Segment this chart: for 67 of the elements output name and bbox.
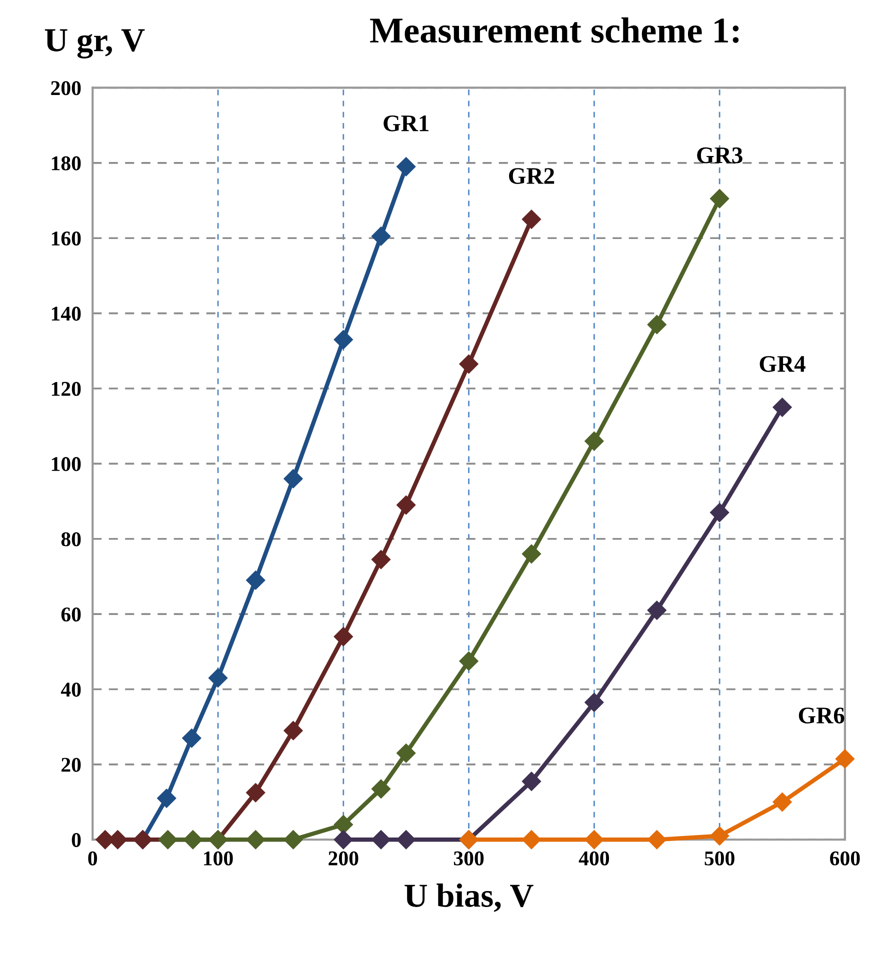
point <box>459 652 478 671</box>
y-tick-label: 20 <box>62 758 81 772</box>
point <box>284 469 303 488</box>
point <box>522 210 542 229</box>
series-label: GR6 <box>798 708 844 724</box>
y-tick-label: 120 <box>52 382 81 396</box>
point <box>710 826 730 846</box>
series-label: GR2 <box>509 168 554 184</box>
point <box>459 354 478 374</box>
series-label: GR3 <box>697 147 742 164</box>
point <box>522 830 542 850</box>
point <box>584 830 604 850</box>
x-tick-label: 100 <box>204 851 233 866</box>
point <box>584 692 604 712</box>
point <box>396 744 416 763</box>
point <box>157 788 176 808</box>
x-tick-label: 0 <box>88 851 98 866</box>
point <box>371 226 391 246</box>
point <box>284 830 303 850</box>
point <box>182 728 202 748</box>
x-tick-label: 200 <box>328 851 358 866</box>
x-axis-title: U bias, V <box>404 884 534 912</box>
point <box>710 189 730 208</box>
y-tick-label: 180 <box>52 156 81 170</box>
point <box>772 398 792 417</box>
y-tick-label: 0 <box>72 833 81 848</box>
y-tick-label: 40 <box>60 682 81 697</box>
point <box>710 503 730 522</box>
y-tick-label: 100 <box>52 457 81 472</box>
point <box>522 544 542 564</box>
x-tick-label: 500 <box>704 851 734 866</box>
point <box>647 830 666 850</box>
point <box>371 779 391 798</box>
y-axis-title: U gr, V <box>44 29 145 58</box>
point <box>246 783 266 802</box>
point <box>522 772 542 791</box>
point <box>334 830 353 850</box>
point <box>246 830 266 850</box>
point <box>647 600 666 620</box>
x-tick-label: 400 <box>578 851 610 866</box>
point <box>835 749 854 768</box>
y-tick-label: 80 <box>61 532 81 546</box>
point <box>396 830 416 850</box>
point <box>334 815 353 834</box>
x-tick-label: 600 <box>830 851 860 866</box>
point <box>208 668 228 688</box>
point <box>334 330 353 350</box>
x-tick-label: 300 <box>454 851 484 866</box>
y-tick-label: 200 <box>51 81 81 96</box>
point <box>647 315 666 334</box>
point <box>371 830 391 850</box>
y-tick-label: 140 <box>52 306 81 321</box>
point <box>246 570 266 590</box>
point <box>371 550 391 570</box>
point <box>284 721 303 740</box>
point <box>396 496 416 515</box>
point <box>183 830 202 850</box>
point <box>396 157 416 176</box>
point <box>584 432 604 451</box>
series-label: GR4 <box>760 356 806 372</box>
y-tick-label: 160 <box>52 231 81 246</box>
chart-title: Measurement scheme 1: <box>370 17 739 43</box>
point <box>772 792 792 812</box>
point <box>334 627 353 646</box>
series-label: GR1 <box>384 115 428 132</box>
point <box>158 830 178 850</box>
y-tick-label: 60 <box>61 607 81 622</box>
